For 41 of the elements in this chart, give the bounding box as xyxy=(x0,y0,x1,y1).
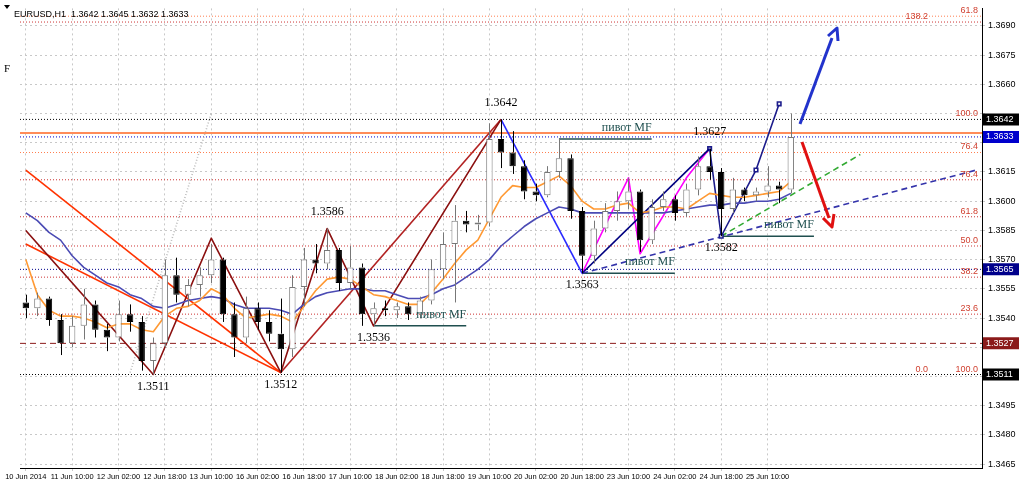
text: F xyxy=(4,61,11,74)
annotation: 0.0 xyxy=(915,363,928,374)
annotation: 50.0 xyxy=(960,234,978,245)
y-tick-label: 1.3600 xyxy=(988,195,1016,206)
data-label: 1.3642 xyxy=(484,94,518,109)
ref-line-label: 1.3633 xyxy=(986,131,1014,142)
annotation: 61.8 xyxy=(960,5,978,16)
y-tick-label: 1.3540 xyxy=(988,312,1016,323)
annotation: 76.4 xyxy=(960,141,978,152)
data-label: 1.3586 xyxy=(310,203,344,218)
ref-line-label: 1.3642 xyxy=(986,113,1014,124)
annotation: 100.0 xyxy=(955,108,978,119)
y-tick-label: 1.3585 xyxy=(988,224,1016,235)
chart-title: EURUSD,H1 1.3642 1.3645 1.3632 1.3633 xyxy=(14,9,189,20)
ref-line-label: 1.3527 xyxy=(986,337,1014,348)
y-tick-label: 1.3555 xyxy=(988,283,1016,294)
y-tick-label: 1.3570 xyxy=(988,254,1016,265)
annotation: 138.2 xyxy=(905,11,928,22)
y-tick-label: 1.3495 xyxy=(988,400,1016,411)
series-label: пивот MF xyxy=(625,254,676,269)
y-tick-label: 1.3675 xyxy=(988,49,1016,60)
annotation: 23.6 xyxy=(960,303,978,314)
series-label: пивот MF xyxy=(764,217,815,232)
y-tick-label: 1.3690 xyxy=(988,20,1016,31)
series-label: пивот MF xyxy=(601,120,652,135)
data-label: 1.3582 xyxy=(704,240,738,255)
data-label: 1.3512 xyxy=(264,376,298,391)
annotation: 61.8 xyxy=(960,205,978,216)
ref-line-label: 1.3511 xyxy=(986,369,1013,380)
data-label: 1.3563 xyxy=(565,277,599,292)
y-tick-label: 1.3660 xyxy=(988,78,1016,89)
annotation: 38.2 xyxy=(960,266,978,277)
y-tick-label: 1.3480 xyxy=(988,429,1016,440)
annotation: 76.4 xyxy=(960,168,978,179)
annotation: 100.0 xyxy=(955,363,978,374)
data-label: 1.3536 xyxy=(357,329,391,344)
series-label: пивот MF xyxy=(416,306,467,321)
ref-line-label: 1.3565 xyxy=(986,263,1014,274)
y-tick-label: 1.3465 xyxy=(988,458,1016,469)
y-tick-label: 1.3615 xyxy=(988,166,1016,177)
data-label: 1.3511 xyxy=(137,378,170,393)
